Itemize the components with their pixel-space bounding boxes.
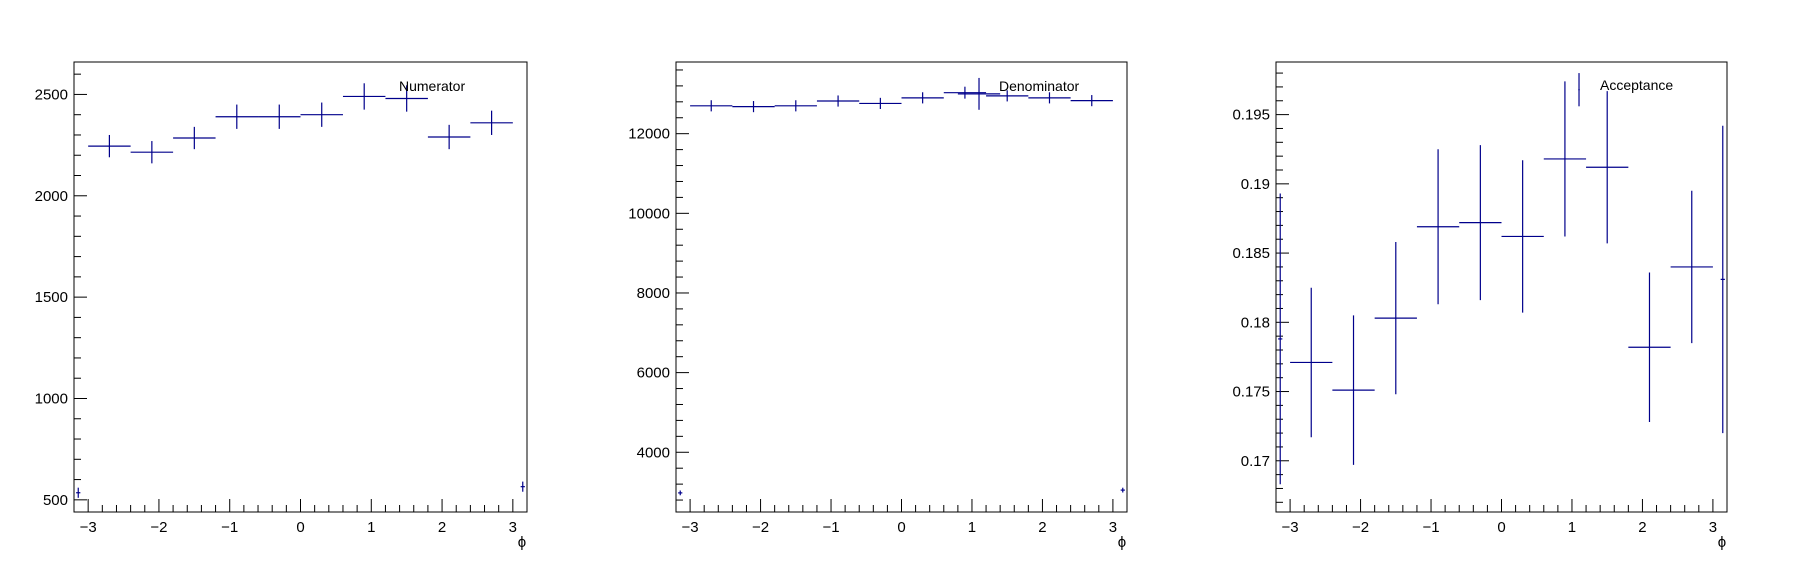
x-tick-label: 1 [968, 519, 976, 536]
data-point [427, 124, 471, 150]
legend-entry: Denominator [999, 78, 1079, 94]
chart-panel-1: −3 −2 −1 0 1 2 3 500 1000 1500 2000 2500 ϕ Numerator [35, 61, 528, 551]
data-point [385, 85, 428, 112]
y-tick-label: 6000 [637, 365, 670, 382]
data-point [986, 90, 1029, 102]
x-tick-label: −3 [80, 519, 97, 536]
data-point [1278, 193, 1283, 485]
data-point [1070, 95, 1113, 107]
y-tick-label: 10000 [628, 205, 670, 222]
data-point [1459, 145, 1502, 301]
y-tick-label: 500 [43, 492, 68, 509]
plot-frame [1275, 61, 1728, 513]
data-point [1720, 125, 1725, 434]
x-tick-label: −1 [1422, 519, 1439, 536]
data-point [173, 126, 216, 150]
chart-panel-2: −3 −2 −1 0 1 2 3 4000 6000 8000 10000 12000 ϕ Denomin… [628, 61, 1128, 551]
x-tick-label: 2 [1038, 519, 1046, 536]
x-tick-label: 3 [1709, 519, 1717, 536]
x-tick-label: −1 [822, 519, 839, 536]
y-tick-label: 2000 [35, 188, 68, 205]
data-point [1578, 73, 1580, 107]
x-tick-label: 0 [296, 519, 304, 536]
data-point [130, 141, 174, 164]
x-tick-label: −2 [150, 519, 167, 536]
x-tick-label: 1 [367, 519, 375, 536]
data-point [1501, 160, 1544, 313]
x-tick-label: 2 [438, 519, 446, 536]
chart-panel-3: −3 −2 −1 0 1 2 3 0.17 0.175 0.18 0.185 0.19 0.195 ϕ Ac… [1232, 61, 1728, 551]
x-tick-label: 2 [1638, 519, 1646, 536]
data-series [678, 77, 1125, 496]
data-point [215, 104, 259, 129]
y-tick-label: 0.18 [1241, 314, 1270, 331]
y-tick-label: 8000 [637, 285, 670, 302]
x-tick-label: 3 [1109, 519, 1117, 536]
data-point [1416, 149, 1460, 305]
data-point [943, 86, 987, 99]
data-point [859, 97, 902, 109]
x-axis-title: ϕ [1118, 534, 1126, 551]
legend-entry: Numerator [399, 78, 465, 94]
data-point [258, 104, 301, 129]
x-tick-label: 1 [1568, 519, 1576, 536]
x-tick-label: −3 [1282, 519, 1299, 536]
x-tick-label: 0 [897, 519, 905, 536]
data-point [1670, 190, 1713, 344]
plot-frame [675, 61, 1128, 513]
y-tick-label: 12000 [628, 126, 670, 143]
data-point [1120, 487, 1125, 493]
data-point [1628, 272, 1671, 422]
data-point [690, 100, 733, 112]
data-point [76, 487, 81, 498]
y-tick-label: 2500 [35, 86, 68, 103]
data-point [732, 101, 775, 113]
data-point [342, 83, 386, 110]
x-tick-label: 3 [509, 519, 517, 536]
x-axis-title: ϕ [518, 534, 526, 551]
data-point [1543, 81, 1587, 237]
data-point [300, 102, 343, 127]
data-point [1586, 91, 1629, 244]
x-tick-label: −3 [682, 519, 699, 536]
y-tick-label: 1000 [35, 390, 68, 407]
y-tick-label: 1500 [35, 289, 68, 306]
data-point [88, 134, 131, 158]
y-tick-label: 0.175 [1232, 384, 1270, 401]
data-point [520, 481, 525, 492]
data-point [774, 100, 817, 112]
data-point [1374, 242, 1417, 395]
data-point [816, 95, 860, 107]
x-axis-title: ϕ [1718, 534, 1726, 551]
data-point [1028, 92, 1071, 104]
y-tick-label: 0.185 [1232, 245, 1270, 262]
y-tick-label: 4000 [637, 444, 670, 461]
data-point [470, 110, 513, 135]
legend-entry: Acceptance [1600, 77, 1673, 93]
data-point [957, 77, 1001, 110]
data-point [901, 92, 944, 104]
plot-frame [73, 61, 528, 513]
y-tick-label: 0.17 [1241, 453, 1270, 470]
x-tick-label: 0 [1497, 519, 1505, 536]
data-point [1332, 315, 1375, 465]
data-point [678, 490, 683, 496]
y-tick-label: 0.19 [1241, 176, 1270, 193]
x-tick-label: −1 [221, 519, 238, 536]
y-tick-label: 0.195 [1232, 107, 1270, 124]
x-tick-label: −2 [1352, 519, 1369, 536]
data-series [76, 83, 525, 498]
data-point [1290, 287, 1333, 438]
x-tick-label: −2 [752, 519, 769, 536]
data-series [1278, 73, 1725, 485]
